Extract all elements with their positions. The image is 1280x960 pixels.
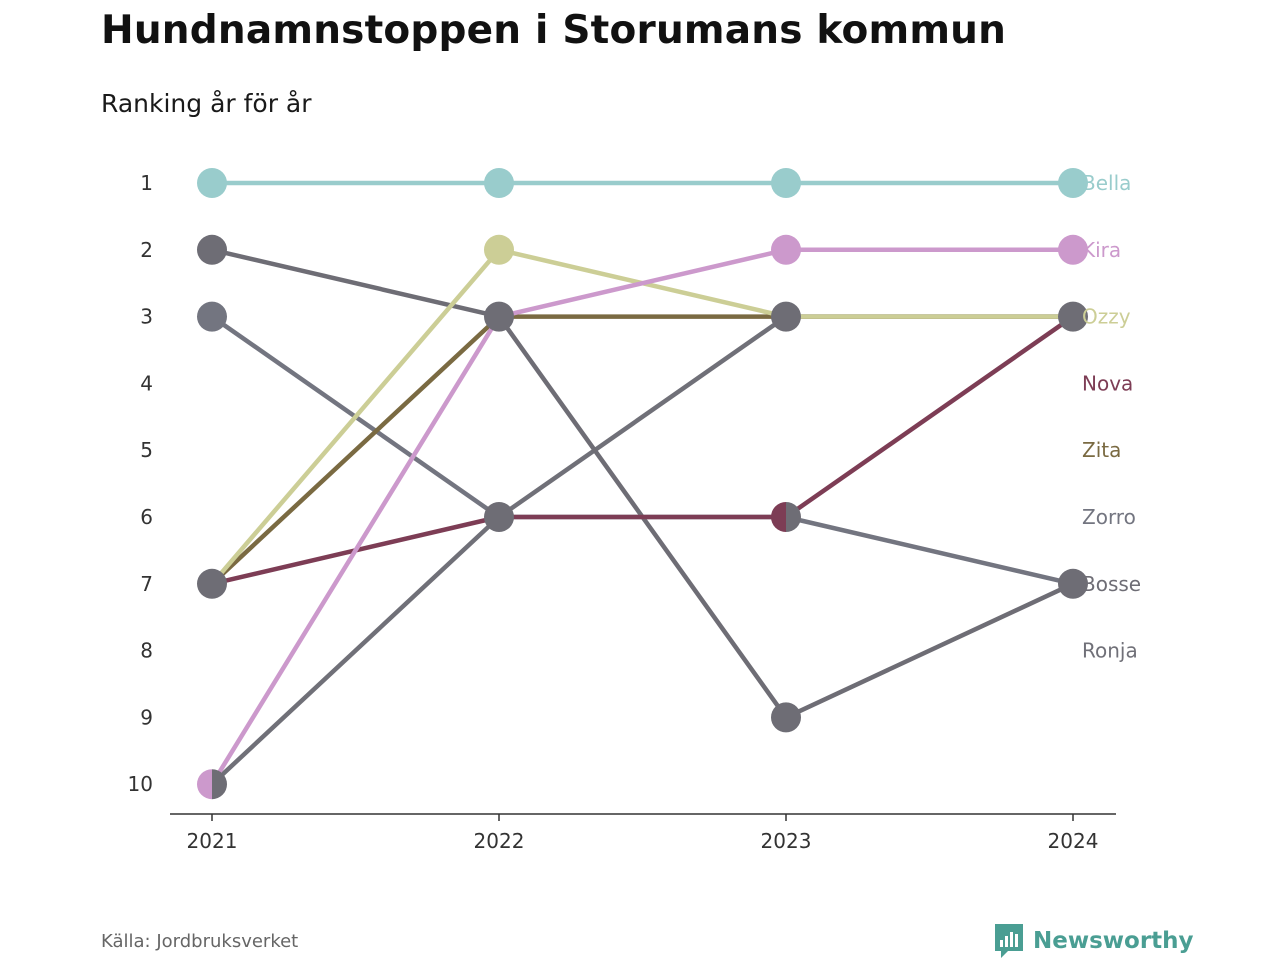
series-markers	[197, 168, 1088, 800]
marker-2023-rank-3	[771, 301, 801, 332]
series-line-bosse	[209, 247, 1076, 720]
marker-2021-rank-10-right-half	[212, 769, 228, 800]
series-line-kira	[209, 247, 1076, 787]
marker-2022-rank-2	[484, 234, 514, 265]
end-label-nova: Nova	[1082, 371, 1133, 395]
end-label-ozzy: Ozzy	[1082, 305, 1131, 329]
end-label-ronja: Ronja	[1082, 639, 1138, 663]
series-line-zita	[209, 314, 1076, 587]
y-tick-label-1: 1	[140, 171, 153, 195]
end-labels: Bella Kira Ozzy Nova Zita Zorro Bosse Ronja	[1082, 171, 1141, 663]
series-line-zorro	[209, 314, 1076, 587]
y-tick-label-2: 2	[140, 238, 153, 262]
marker-2021-rank-3	[197, 301, 227, 332]
series-line-nova	[209, 314, 1076, 587]
end-label-zita: Zita	[1082, 438, 1121, 462]
marker-2024-rank-1	[1058, 168, 1088, 198]
end-label-bosse: Bosse	[1082, 572, 1141, 596]
x-tick-label-2022: 2022	[474, 829, 525, 853]
chart-title: Hundnamnstoppen i Storumans kommun	[101, 8, 1007, 53]
marker-2023-rank-9	[771, 702, 801, 733]
marker-2022-rank-3	[484, 301, 514, 332]
chart-subtitle: Ranking år för år	[101, 89, 312, 118]
y-tick-label-6: 6	[140, 505, 153, 529]
end-label-zorro: Zorro	[1082, 505, 1136, 529]
marker-2024-rank-3	[1058, 301, 1088, 332]
marker-2021-rank-7	[197, 568, 227, 599]
newsworthy-icon	[995, 924, 1023, 958]
end-label-bella: Bella	[1082, 171, 1131, 195]
y-tick-label-10: 10	[128, 772, 153, 796]
y-tick-label-7: 7	[140, 572, 153, 596]
marker-2024-rank-2	[1058, 234, 1088, 265]
end-label-kira: Kira	[1082, 238, 1121, 262]
marker-2023-rank-2	[771, 234, 801, 265]
x-tick-label-2024: 2024	[1048, 829, 1099, 853]
y-tick-label-5: 5	[140, 438, 153, 462]
marker-2022-rank-1	[484, 168, 514, 198]
marker-2024-rank-7	[1058, 568, 1088, 599]
marker-2023-rank-1	[771, 168, 801, 198]
brand-logo: Newsworthy	[992, 922, 1194, 960]
y-tick-label-4: 4	[140, 371, 153, 395]
y-tick-label-8: 8	[140, 639, 153, 663]
y-tick-label-3: 3	[140, 305, 153, 329]
axes: 2021 2022 2023 2024 1 2 3 4 5 6 7 8 9 10	[128, 171, 1116, 853]
brand-name: Newsworthy	[1033, 928, 1194, 954]
x-tick-label-2023: 2023	[761, 829, 812, 853]
marker-2023-rank-6-right-half	[786, 502, 801, 532]
marker-2023-rank-6-left-half	[771, 502, 786, 532]
series-lines	[209, 180, 1076, 787]
marker-2023-rank-6	[771, 502, 801, 532]
y-tick-label-9: 9	[140, 705, 153, 729]
marker-2022-rank-6	[484, 502, 514, 532]
marker-2021-rank-2	[197, 234, 227, 265]
source-note: Källa: Jordbruksverket	[101, 931, 299, 952]
marker-2021-rank-10-left-half	[197, 769, 212, 800]
marker-2021-rank-10	[197, 769, 228, 800]
series-line-ronja	[209, 314, 1076, 787]
x-tick-label-2021: 2021	[187, 829, 238, 853]
marker-2021-rank-1	[197, 168, 227, 198]
